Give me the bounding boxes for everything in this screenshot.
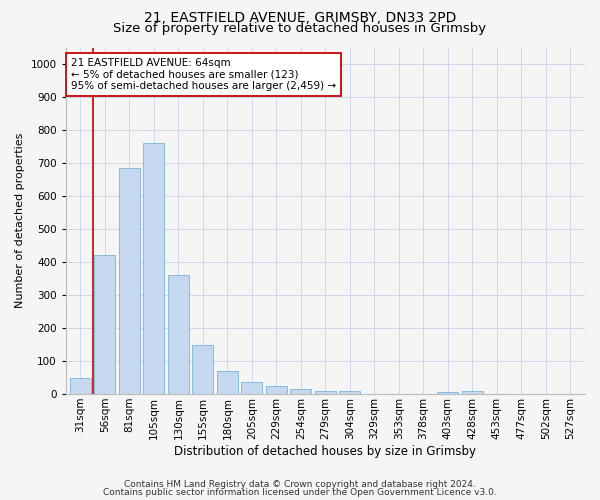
Bar <box>70 378 91 394</box>
Text: Contains public sector information licensed under the Open Government Licence v3: Contains public sector information licen… <box>103 488 497 497</box>
Y-axis label: Number of detached properties: Number of detached properties <box>15 133 25 308</box>
Bar <box>241 382 262 394</box>
Bar <box>315 390 336 394</box>
Bar <box>119 168 140 394</box>
Bar <box>462 390 483 394</box>
Bar <box>168 275 189 394</box>
Bar <box>290 389 311 394</box>
Bar <box>266 386 287 394</box>
X-axis label: Distribution of detached houses by size in Grimsby: Distribution of detached houses by size … <box>175 444 476 458</box>
Bar <box>193 344 213 394</box>
Bar <box>143 143 164 394</box>
Bar <box>340 392 360 394</box>
Text: Contains HM Land Registry data © Crown copyright and database right 2024.: Contains HM Land Registry data © Crown c… <box>124 480 476 489</box>
Bar <box>217 371 238 394</box>
Bar <box>94 256 115 394</box>
Text: 21 EASTFIELD AVENUE: 64sqm
← 5% of detached houses are smaller (123)
95% of semi: 21 EASTFIELD AVENUE: 64sqm ← 5% of detac… <box>71 58 336 91</box>
Bar <box>437 392 458 394</box>
Text: 21, EASTFIELD AVENUE, GRIMSBY, DN33 2PD: 21, EASTFIELD AVENUE, GRIMSBY, DN33 2PD <box>144 11 456 25</box>
Text: Size of property relative to detached houses in Grimsby: Size of property relative to detached ho… <box>113 22 487 35</box>
